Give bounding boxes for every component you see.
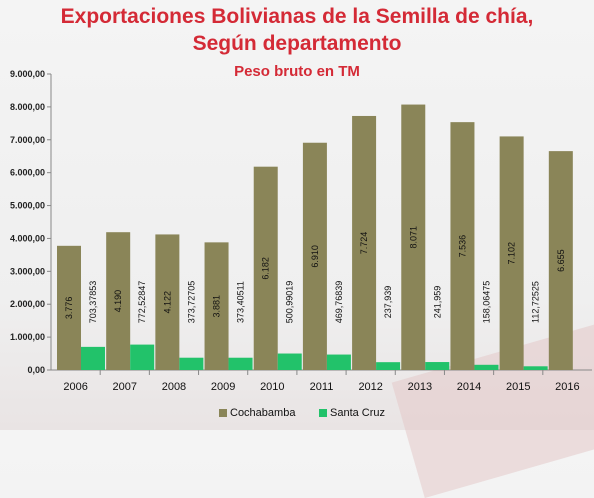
chart-title-line2: Según departamento [192, 32, 402, 55]
legend-swatch-santa-cruz [319, 409, 327, 417]
data-label-cochabamba: 6.182 [261, 257, 271, 280]
data-label-cochabamba: 6.910 [310, 245, 320, 268]
bar-cochabamba [106, 232, 131, 370]
x-tick-label: 2008 [162, 381, 186, 393]
y-tick-label: 8.000,00 [10, 102, 45, 112]
data-label-santa-cruz: 703,37853 [88, 281, 98, 324]
y-tick-label: 3.000,00 [10, 266, 45, 276]
y-tick-label: 7.000,00 [10, 135, 45, 145]
bar-chart: 0,00 1.000,00 2.000,00 3.000,00 4.000,00 5.00… [10, 69, 592, 419]
data-label-cochabamba: 7.724 [359, 232, 369, 255]
bar-santa-cruz [130, 344, 155, 370]
data-label-santa-cruz: 241,959 [432, 286, 442, 319]
bar-santa-cruz [376, 362, 401, 370]
data-label-santa-cruz: 237,939 [383, 286, 393, 319]
data-label-cochabamba: 4.190 [113, 290, 123, 313]
y-tick-label: 1.000,00 [10, 332, 45, 342]
legend-label-cochabamba: Cochabamba [230, 407, 296, 419]
bar-cochabamba [155, 234, 180, 370]
data-label-cochabamba: 7.102 [507, 242, 517, 265]
data-label-santa-cruz: 158,06475 [481, 281, 491, 324]
data-label-cochabamba: 3.881 [212, 295, 222, 318]
x-tick-label: 2006 [63, 381, 87, 393]
data-label-santa-cruz: 772,52847 [137, 281, 147, 324]
x-tick-label: 2011 [310, 381, 334, 393]
data-label-cochabamba: 4.122 [162, 291, 172, 314]
bar-cochabamba [57, 245, 81, 370]
bar-santa-cruz [425, 362, 450, 370]
bar-santa-cruz [326, 354, 351, 370]
bar-santa-cruz [277, 353, 302, 370]
chart-title: Exportaciones Bolivianas de la Semilla d… [60, 5, 534, 28]
data-label-santa-cruz: 373,40511 [236, 281, 246, 323]
y-tick-label: 4.000,00 [10, 233, 45, 243]
x-tick-label: 2013 [408, 381, 432, 393]
bar-cochabamba [548, 151, 573, 370]
y-tick-label: 9.000,00 [10, 69, 45, 79]
data-label-santa-cruz: 373,72705 [186, 281, 196, 324]
bar-santa-cruz [228, 357, 253, 370]
legend-swatch-cochabamba [219, 409, 227, 417]
x-tick-label: 2015 [506, 381, 530, 393]
legend-label-santa-cruz: Santa Cruz [330, 407, 385, 419]
bar-cochabamba [204, 242, 229, 370]
chart-subtitle: Peso bruto en TM [234, 63, 360, 80]
x-tick-label: 2016 [555, 381, 579, 393]
bar-cochabamba [352, 115, 377, 371]
x-tick-label: 2007 [113, 381, 137, 393]
bar-cochabamba [450, 122, 475, 371]
data-label-cochabamba: 6.655 [556, 249, 566, 272]
y-tick-label: 2.000,00 [10, 299, 45, 309]
bar-santa-cruz [81, 346, 105, 370]
bar-santa-cruz [523, 366, 548, 370]
x-tick-label: 2014 [457, 381, 481, 393]
bar-cochabamba [302, 142, 327, 370]
data-label-cochabamba: 8.071 [408, 226, 418, 249]
y-tick-label: 6.000,00 [10, 168, 45, 178]
data-label-santa-cruz: 469,76839 [334, 281, 344, 324]
y-tick-label: 5.000,00 [10, 201, 45, 211]
x-tick-label: 2010 [260, 381, 284, 393]
bar-cochabamba [253, 166, 278, 370]
data-label-santa-cruz: 500,99019 [285, 281, 295, 324]
data-label-santa-cruz: 112,72525 [531, 281, 541, 323]
bar-santa-cruz [179, 357, 204, 370]
x-tick-label: 2009 [211, 381, 235, 393]
y-tick-label: 0,00 [27, 365, 45, 375]
bar-santa-cruz [474, 364, 499, 370]
x-tick-label: 2012 [358, 381, 382, 393]
bar-cochabamba [401, 104, 426, 371]
bar-cochabamba [499, 136, 524, 370]
data-label-cochabamba: 7.536 [457, 235, 467, 258]
data-label-cochabamba: 3.776 [64, 297, 74, 320]
